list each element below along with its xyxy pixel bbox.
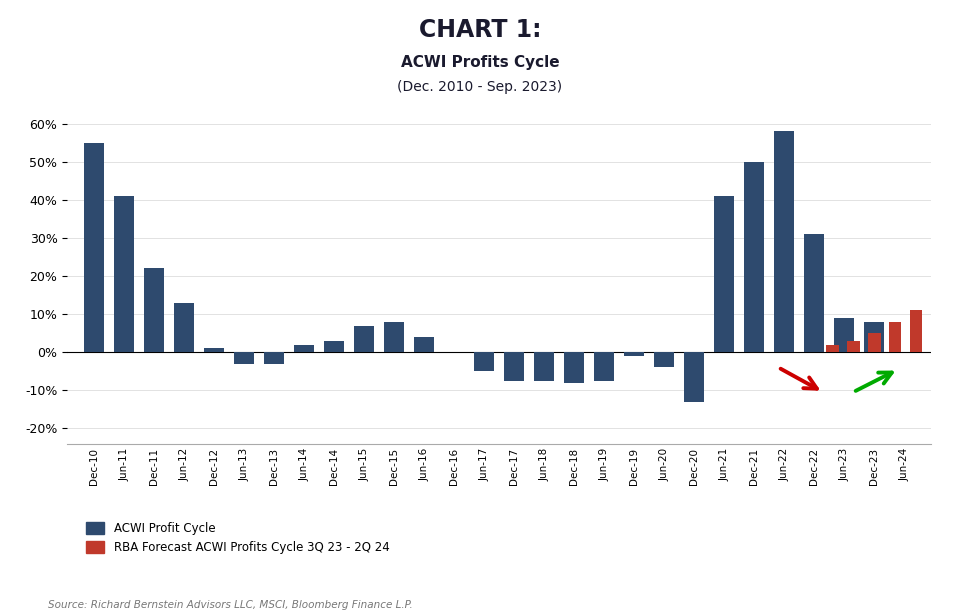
Bar (564, 352, 584, 383)
Text: ACWI Profits Cycle: ACWI Profits Cycle (400, 55, 560, 70)
Bar (264, 352, 284, 363)
Bar (594, 352, 614, 381)
Bar (415, 337, 434, 352)
Bar (175, 302, 194, 352)
Bar (714, 196, 734, 352)
Bar (504, 352, 524, 381)
Bar (234, 352, 254, 363)
Bar (84, 143, 104, 352)
Text: (Dec. 2010 - Sep. 2023): (Dec. 2010 - Sep. 2023) (397, 80, 563, 94)
Bar (114, 196, 134, 352)
Bar (847, 341, 859, 352)
Text: Source: Richard Bernstein Advisors LLC, MSCI, Bloomberg Finance L.P.: Source: Richard Bernstein Advisors LLC, … (48, 600, 413, 610)
Legend: ACWI Profit Cycle, RBA Forecast ACWI Profits Cycle 3Q 23 - 2Q 24: ACWI Profit Cycle, RBA Forecast ACWI Pro… (82, 517, 395, 559)
Text: CHART 1:: CHART 1: (419, 18, 541, 43)
Bar (144, 269, 164, 352)
Bar (354, 325, 374, 352)
Bar (804, 234, 824, 352)
Bar (655, 352, 674, 367)
Bar (624, 352, 644, 356)
Bar (775, 131, 794, 352)
Bar (295, 344, 314, 352)
Bar (474, 352, 494, 371)
Bar (889, 322, 901, 352)
Bar (744, 162, 764, 352)
Bar (826, 344, 838, 352)
Bar (684, 352, 704, 402)
Bar (204, 349, 224, 352)
Bar (864, 322, 884, 352)
Bar (384, 322, 404, 352)
Bar (324, 341, 344, 352)
Bar (834, 318, 854, 352)
Bar (535, 352, 554, 381)
Bar (868, 333, 880, 352)
Bar (910, 310, 923, 352)
